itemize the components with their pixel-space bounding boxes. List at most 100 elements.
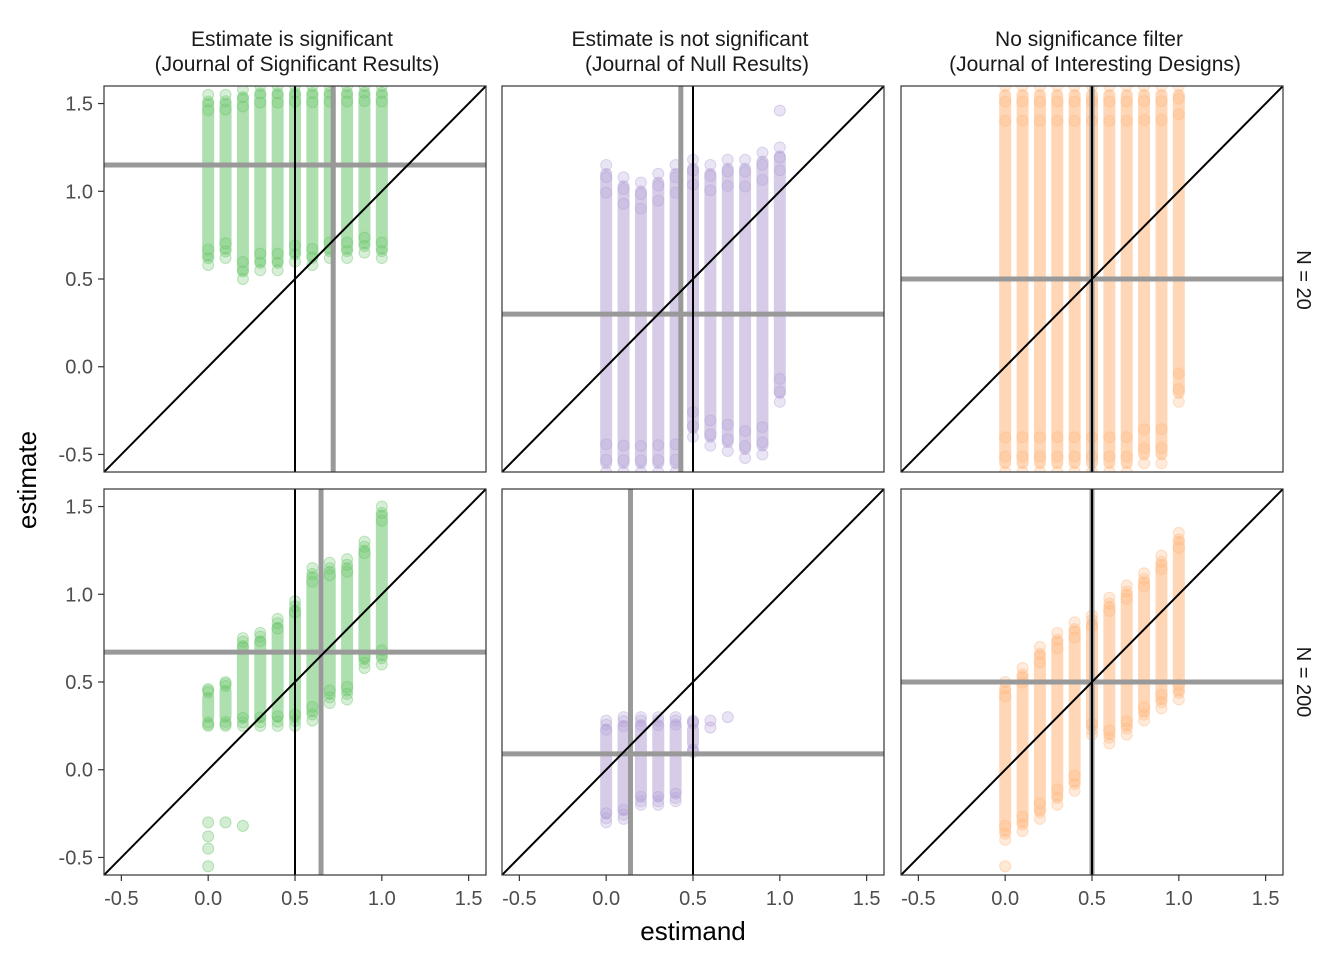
y-tick-label: 1.0: [65, 584, 93, 606]
point: [652, 439, 665, 452]
point: [1172, 367, 1185, 380]
point: [600, 718, 613, 731]
point-cluster: [271, 621, 284, 723]
point: [1068, 114, 1081, 127]
point: [739, 153, 752, 166]
point: [254, 256, 267, 269]
point: [704, 184, 717, 197]
point: [236, 265, 249, 278]
point: [1120, 715, 1133, 728]
point-column-1: [375, 500, 388, 671]
point: [1155, 423, 1168, 436]
point: [721, 418, 734, 431]
point: [1172, 92, 1185, 105]
point: [1138, 423, 1151, 436]
point: [739, 451, 752, 464]
point-column-0.3: [1051, 626, 1064, 811]
point-column-0.1: [617, 711, 630, 825]
point: [600, 453, 613, 466]
x-tick-label: 0.0: [194, 888, 222, 910]
point: [721, 444, 734, 457]
point: [1172, 108, 1185, 121]
point: [756, 421, 769, 434]
point-cluster: [1068, 625, 1081, 788]
point: [600, 186, 613, 199]
point-cluster: [358, 89, 371, 250]
point: [600, 158, 613, 171]
point: [1155, 113, 1168, 126]
point: [999, 819, 1012, 832]
y-tick-label: 0.0: [65, 760, 93, 782]
point-cluster: [773, 150, 786, 399]
point: [1138, 714, 1151, 727]
point-column-0: [202, 88, 215, 271]
point: [1120, 466, 1133, 472]
x-tick-label: -0.5: [502, 888, 536, 910]
point-column-0: [202, 683, 215, 732]
point: [306, 575, 319, 588]
point: [652, 194, 665, 207]
point: [202, 686, 215, 699]
point: [323, 556, 336, 569]
point: [617, 803, 630, 816]
point: [1103, 466, 1116, 472]
point: [1051, 626, 1064, 639]
y-tick-label: 0.5: [65, 269, 93, 291]
point: [1033, 431, 1046, 444]
point: [1120, 86, 1133, 92]
point-column-0.6: [306, 561, 319, 727]
point: [669, 795, 682, 808]
point-column-0.9: [756, 146, 769, 461]
point: [1068, 769, 1081, 782]
point-column-0.8: [1138, 567, 1151, 727]
point: [358, 86, 371, 99]
point-column-0.3: [254, 86, 267, 277]
point: [1068, 431, 1081, 444]
x-tick-label: 0.0: [592, 888, 620, 910]
point: [341, 95, 354, 108]
point-column-0: [600, 158, 613, 472]
point: [1016, 661, 1029, 674]
point: [634, 714, 647, 727]
point-column-1: [1172, 526, 1185, 706]
point: [219, 715, 232, 728]
point: [306, 714, 319, 727]
point: [1155, 696, 1168, 709]
point-column-0.9: [358, 86, 371, 259]
point: [617, 183, 630, 196]
point: [773, 395, 786, 408]
point: [999, 86, 1012, 92]
point: [271, 264, 284, 277]
point-cluster: [999, 685, 1012, 837]
point: [634, 718, 647, 731]
point: [773, 372, 786, 385]
point: [617, 466, 630, 472]
point: [358, 661, 371, 674]
point-cluster: [1120, 588, 1133, 732]
point: [600, 438, 613, 451]
point: [652, 454, 665, 467]
column-1-subtitle: (Journal of Null Results): [585, 53, 809, 76]
point: [756, 448, 769, 461]
point: [219, 816, 232, 829]
point-column-1: [773, 141, 786, 408]
point-cluster: [739, 162, 752, 455]
point: [306, 258, 319, 271]
point: [1120, 95, 1133, 108]
point: [1155, 86, 1168, 92]
point: [1033, 466, 1046, 472]
point: [271, 715, 284, 728]
point: [323, 684, 336, 697]
point: [1068, 450, 1081, 463]
point: [254, 247, 267, 260]
point-column-0.8: [1138, 86, 1151, 470]
point: [306, 87, 319, 100]
point: [1033, 812, 1046, 825]
point-column-0.2: [236, 632, 249, 732]
x-tick-label: -0.5: [901, 888, 935, 910]
point-cluster: [1138, 89, 1151, 461]
point: [739, 440, 752, 453]
point: [306, 86, 319, 92]
point: [1155, 688, 1168, 701]
point: [999, 450, 1012, 463]
